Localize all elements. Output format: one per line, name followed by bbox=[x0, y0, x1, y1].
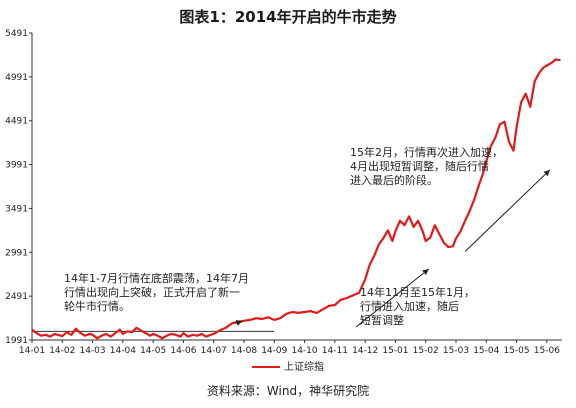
arrow-phase1 bbox=[234, 320, 243, 326]
x-tick-label: 15-04 bbox=[473, 346, 499, 356]
x-tick-label: 15-03 bbox=[443, 346, 469, 356]
x-tick-label: 14-11 bbox=[322, 346, 348, 356]
x-tick-label: 14-04 bbox=[110, 346, 136, 356]
x-tick-label: 14-02 bbox=[49, 346, 75, 356]
x-tick-label: 14-08 bbox=[231, 346, 257, 356]
series-group bbox=[31, 58, 561, 340]
y-tick-label: 2991 bbox=[5, 248, 28, 258]
x-tick-label: 14-12 bbox=[352, 346, 378, 356]
x-tick-label: 15-02 bbox=[413, 346, 439, 356]
chart-title: 图表1：2014年开启的牛市走势 bbox=[179, 8, 397, 26]
x-tick-label: 14-07 bbox=[201, 346, 227, 356]
y-tick-label: 2491 bbox=[5, 292, 28, 302]
y-tick-label: 4991 bbox=[5, 73, 28, 83]
x-tick-label: 14-03 bbox=[79, 346, 105, 356]
x-tick-label: 15-06 bbox=[534, 346, 560, 356]
x-tick-label: 15-05 bbox=[503, 346, 529, 356]
x-tick-label: 14-06 bbox=[170, 346, 196, 356]
series-line-shanghai-composite bbox=[31, 58, 561, 340]
arrow-phase3 bbox=[464, 169, 551, 252]
legend-label: 上证综指 bbox=[284, 362, 324, 373]
x-tick-label: 14-01 bbox=[19, 346, 45, 356]
y-tick-label: 3991 bbox=[5, 161, 28, 171]
y-tick-label: 4491 bbox=[5, 117, 28, 127]
arrow-phase2 bbox=[355, 268, 430, 328]
x-tick-label: 14-10 bbox=[291, 346, 317, 356]
annotation-phase3: 15年2月，行情再次进入加速， 4月出现短暂调整，随后行情 进入最后的阶段。 bbox=[350, 146, 503, 187]
legend-swatch bbox=[252, 366, 280, 368]
x-tick-label: 14-05 bbox=[140, 346, 166, 356]
legend: 上证综指 bbox=[0, 358, 576, 373]
x-tick-label: 14-09 bbox=[261, 346, 287, 356]
y-tick-label: 5491 bbox=[5, 29, 28, 39]
axes-group: 1991 2491 2991 3491 3991 4491 4991 5491 14-01 14-… bbox=[5, 29, 562, 356]
x-tick-label: 15-01 bbox=[382, 346, 408, 356]
annotation-phase1: 14年1-7月行情在底部震荡，14年7月 行情出现向上突破，正式开启了新一 轮牛… bbox=[64, 272, 249, 313]
y-tick-label: 3491 bbox=[5, 204, 28, 214]
y-tick-label: 1991 bbox=[5, 336, 28, 346]
trend-arrows-group bbox=[234, 169, 551, 328]
annotation-phase2: 14年11月至15年1月， 行情进入加速，随后 短暂调整 bbox=[360, 286, 475, 327]
source-note: 资料来源：Wind，神华研究院 bbox=[206, 384, 370, 398]
